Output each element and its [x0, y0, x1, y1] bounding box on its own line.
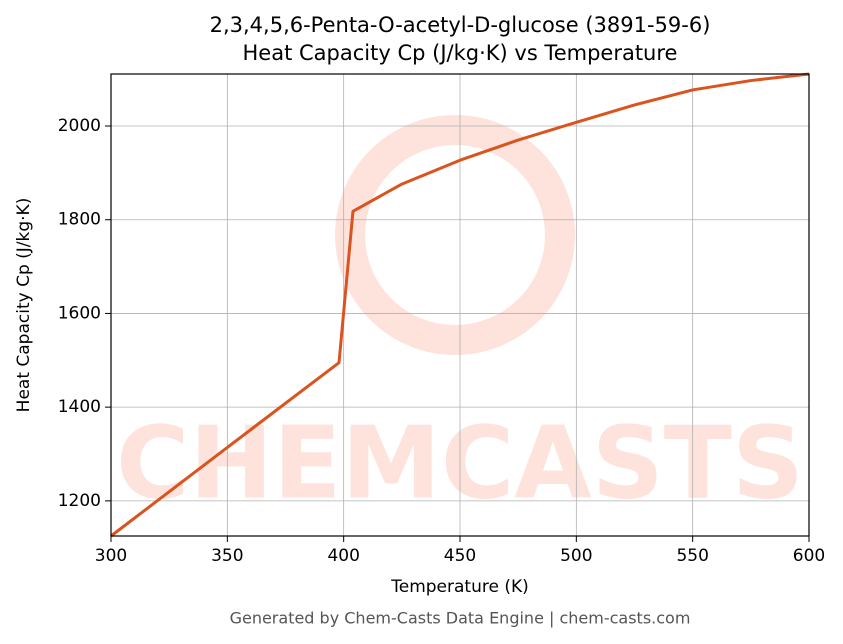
y-tick-label: 1600 [58, 303, 101, 323]
plot-frame [110, 73, 810, 537]
y-tick-label: 1200 [58, 491, 101, 511]
y-tick-label: 1400 [58, 397, 101, 417]
y-axis-label: Heat Capacity Cp (J/kg·K) [14, 198, 34, 413]
x-tick-label: 500 [560, 546, 592, 566]
x-axis-label: Temperature (K) [390, 577, 529, 597]
x-tick-label: 300 [95, 546, 127, 566]
chart-title: 2,3,4,5,6-Penta-O-acetyl-D-glucose (3891… [210, 13, 711, 37]
x-tick-label: 400 [327, 546, 359, 566]
x-tick-label: 350 [211, 546, 243, 566]
y-tick-label: 1800 [58, 210, 101, 230]
x-tick-label: 600 [793, 546, 825, 566]
footer: Generated by Chem-Casts Data Engine | ch… [230, 609, 691, 628]
chart-subtitle: Heat Capacity Cp (J/kg·K) vs Temperature [243, 41, 678, 65]
data-line [110, 72, 810, 538]
y-tick-label: 2000 [58, 116, 101, 136]
x-tick-label: 550 [676, 546, 708, 566]
x-tick-label: 450 [444, 546, 476, 566]
